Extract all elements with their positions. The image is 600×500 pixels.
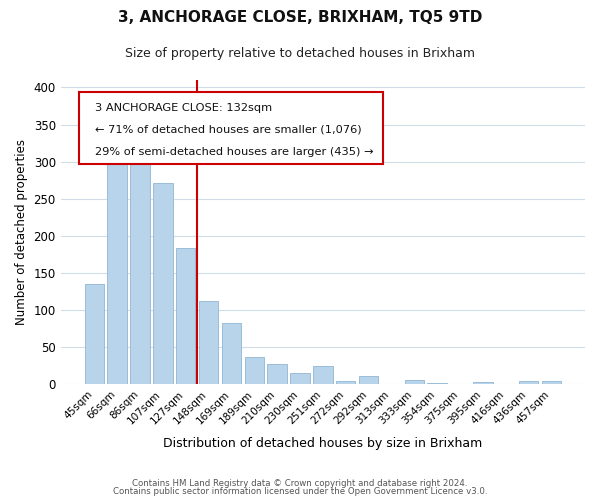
Text: Contains public sector information licensed under the Open Government Licence v3: Contains public sector information licen… xyxy=(113,487,487,496)
Bar xyxy=(290,373,310,384)
Y-axis label: Number of detached properties: Number of detached properties xyxy=(15,139,28,325)
Text: 29% of semi-detached houses are larger (435) →: 29% of semi-detached houses are larger (… xyxy=(95,146,373,156)
Bar xyxy=(268,364,287,384)
Bar xyxy=(245,356,264,384)
Bar xyxy=(313,366,332,384)
Bar xyxy=(85,284,104,384)
Bar xyxy=(542,381,561,384)
Bar xyxy=(336,381,355,384)
Bar xyxy=(519,381,538,384)
Text: 3, ANCHORAGE CLOSE, BRIXHAM, TQ5 9TD: 3, ANCHORAGE CLOSE, BRIXHAM, TQ5 9TD xyxy=(118,10,482,25)
X-axis label: Distribution of detached houses by size in Brixham: Distribution of detached houses by size … xyxy=(163,437,482,450)
Text: 3 ANCHORAGE CLOSE: 132sqm: 3 ANCHORAGE CLOSE: 132sqm xyxy=(95,103,272,113)
Bar xyxy=(107,160,127,384)
Text: ← 71% of detached houses are smaller (1,076): ← 71% of detached houses are smaller (1,… xyxy=(95,124,361,134)
Bar xyxy=(176,248,196,384)
Bar xyxy=(473,382,493,384)
Text: Contains HM Land Registry data © Crown copyright and database right 2024.: Contains HM Land Registry data © Crown c… xyxy=(132,478,468,488)
FancyBboxPatch shape xyxy=(79,92,383,164)
Text: Size of property relative to detached houses in Brixham: Size of property relative to detached ho… xyxy=(125,48,475,60)
Bar xyxy=(404,380,424,384)
Bar xyxy=(130,143,149,384)
Bar xyxy=(199,301,218,384)
Bar xyxy=(221,322,241,384)
Bar xyxy=(359,376,378,384)
Bar xyxy=(153,183,173,384)
